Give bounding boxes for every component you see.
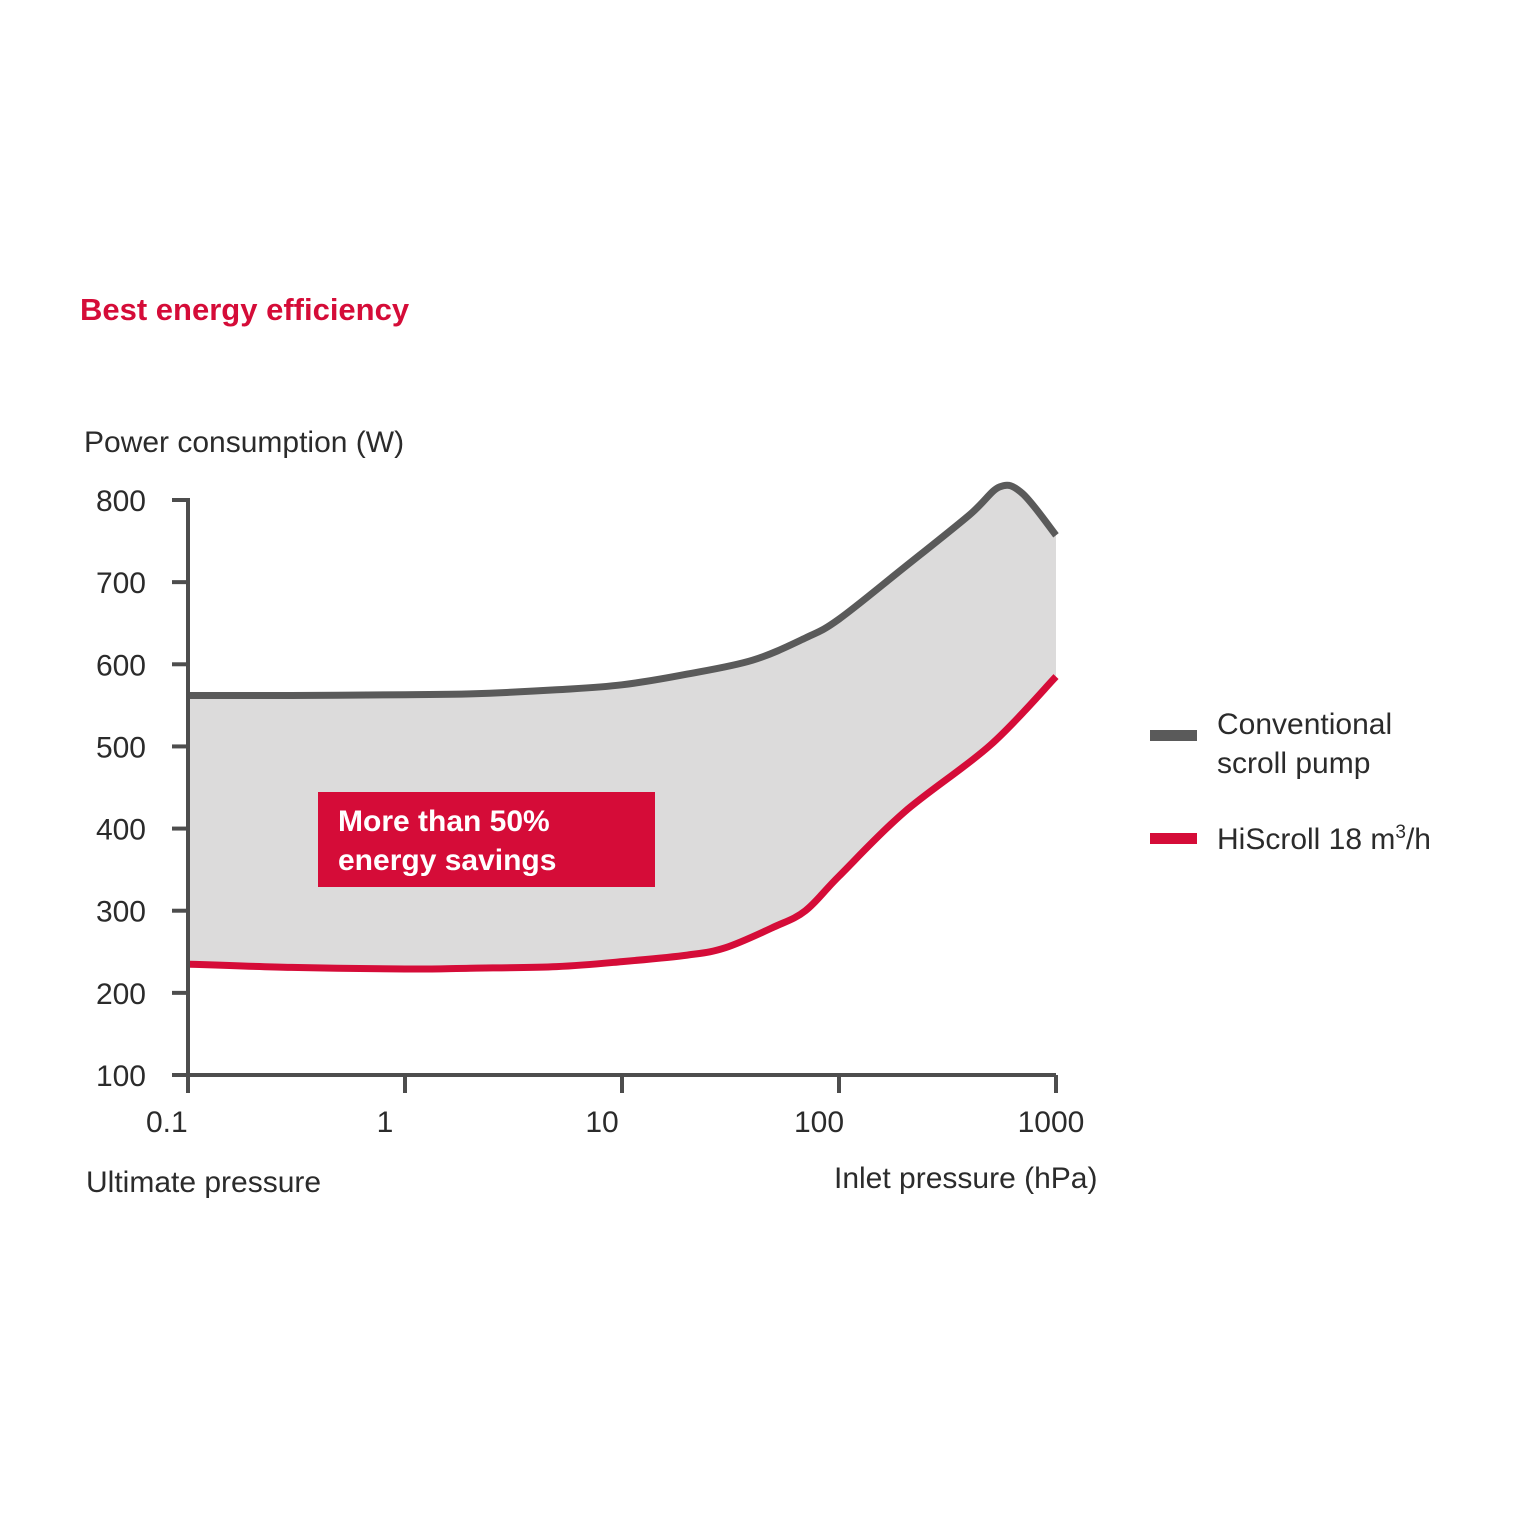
x-tick-label: 1 bbox=[377, 1106, 394, 1139]
energy-savings-callout: More than 50% energy savings bbox=[318, 792, 655, 887]
series-layer bbox=[187, 481, 1059, 973]
chart-title: Best energy efficiency bbox=[80, 292, 410, 327]
legend-conventional-line1: Conventional bbox=[1217, 708, 1393, 741]
legend-label-hiscroll: HiScroll 18 m3/h bbox=[1217, 820, 1431, 859]
x-tick-label: 0.1 bbox=[146, 1106, 188, 1139]
x-tick-label: 10 bbox=[585, 1106, 618, 1139]
legend-hiscroll-main: HiScroll 18 m bbox=[1217, 823, 1396, 856]
y-tick-label: 200 bbox=[96, 978, 146, 1011]
axes bbox=[172, 498, 1058, 1093]
y-tick-label: 700 bbox=[96, 567, 146, 600]
x-tick-label: 1000 bbox=[1018, 1106, 1085, 1139]
y-tick-label: 800 bbox=[96, 485, 146, 518]
x-axis-label: Inlet pressure (hPa) bbox=[834, 1162, 1097, 1195]
savings-area bbox=[188, 485, 1056, 970]
x-tick-label: 100 bbox=[794, 1106, 844, 1139]
legend-swatch-hiscroll bbox=[1150, 833, 1197, 844]
series-line-conventional bbox=[187, 481, 1059, 700]
legend-swatch-conventional bbox=[1150, 730, 1197, 741]
legend-hiscroll-sup: 3 bbox=[1395, 822, 1406, 843]
y-axis-label: Power consumption (W) bbox=[84, 426, 404, 459]
legend-hiscroll-tail: /h bbox=[1405, 823, 1431, 856]
y-tick-label: 300 bbox=[96, 896, 146, 929]
callout-line-1: More than 50% bbox=[338, 805, 550, 838]
x-axis-label-left: Ultimate pressure bbox=[86, 1166, 321, 1199]
series-line-hiscroll bbox=[187, 674, 1059, 973]
y-tick-label: 500 bbox=[96, 731, 146, 764]
legend-conventional-line2: scroll pump bbox=[1217, 747, 1371, 780]
y-tick-label: 100 bbox=[96, 1060, 146, 1093]
y-tick-label: 400 bbox=[96, 814, 146, 847]
legend-label-conventional: Conventional scroll pump bbox=[1217, 705, 1392, 783]
callout-line-2: energy savings bbox=[338, 844, 557, 877]
y-tick-label: 600 bbox=[96, 649, 146, 682]
